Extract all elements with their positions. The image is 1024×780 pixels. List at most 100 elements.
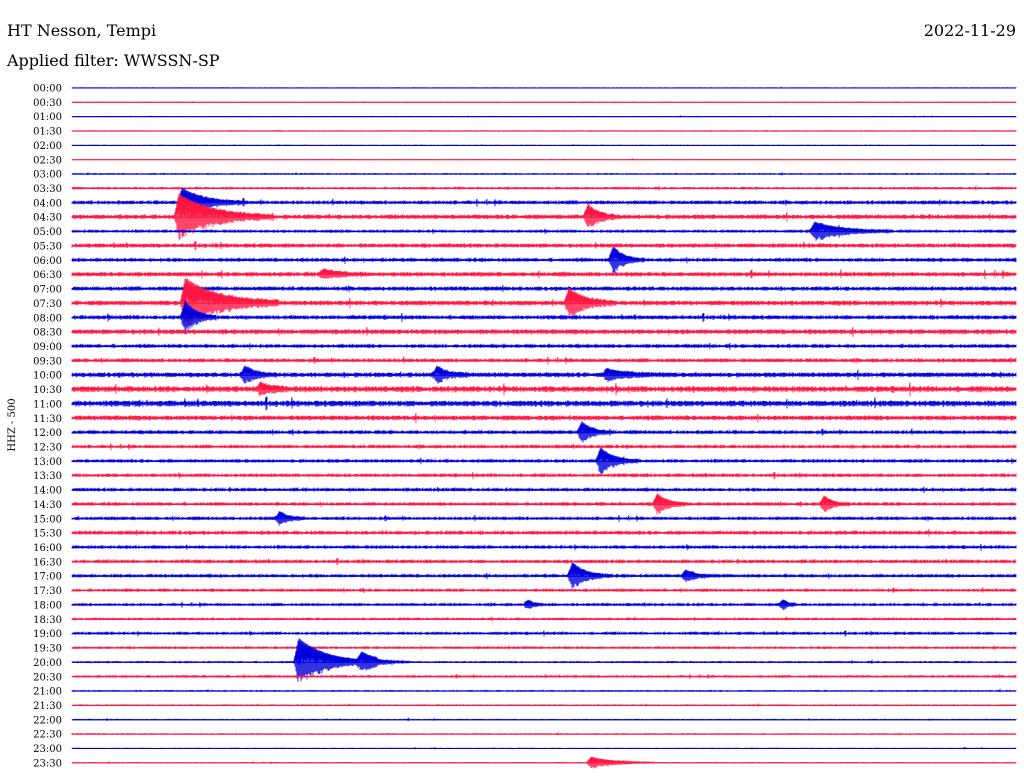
trace-line <box>71 396 1017 411</box>
trace-line <box>71 638 1017 682</box>
trace-line <box>71 115 1017 118</box>
trace-line <box>71 185 1017 191</box>
trace-line <box>71 246 1017 274</box>
time-tick-label: 18:00 <box>33 600 62 611</box>
time-tick-label: 18:30 <box>33 615 62 626</box>
time-tick-label: 09:30 <box>33 356 62 367</box>
time-tick-label: 06:30 <box>33 270 62 281</box>
trace-line <box>71 365 1017 384</box>
trace-group <box>71 86 1017 769</box>
time-tick-label: 19:30 <box>33 644 62 655</box>
trace-line <box>71 158 1017 161</box>
time-tick-label: 12:00 <box>33 428 62 439</box>
trace-line <box>71 562 1017 589</box>
time-tick-label: 13:30 <box>33 471 62 482</box>
time-tick-label: 19:00 <box>33 629 62 640</box>
trace-line <box>71 511 1017 526</box>
time-tick-label: 17:00 <box>33 572 62 583</box>
trace-line <box>71 447 1017 475</box>
trace-line <box>71 644 1017 651</box>
time-tick-label: 02:00 <box>33 141 62 152</box>
time-tick-label: 11:00 <box>33 399 62 410</box>
time-tick-label: 21:30 <box>33 701 62 712</box>
trace-line <box>71 100 1017 103</box>
time-tick-label: 00:30 <box>33 98 62 109</box>
time-tick-label: 07:30 <box>33 299 62 310</box>
trace-line <box>71 443 1017 451</box>
trace-line <box>71 278 1017 326</box>
time-tick-label: 04:00 <box>33 198 62 209</box>
trace-line <box>71 267 1017 280</box>
time-tick-group: 00:00 00:30 01:00 01:30 02:00 02:30 03:00 03:30… <box>33 84 62 770</box>
trace-line <box>71 143 1017 147</box>
time-tick-label: 16:30 <box>33 557 62 568</box>
record-date: 2022-11-29 <box>923 21 1016 40</box>
trace-line <box>71 673 1017 680</box>
trace-line <box>71 688 1017 693</box>
time-tick-label: 22:00 <box>33 715 62 726</box>
time-tick-label: 05:00 <box>33 227 62 238</box>
trace-line <box>71 171 1017 176</box>
time-tick-label: 07:00 <box>33 285 62 296</box>
trace-line <box>71 587 1017 594</box>
trace-line <box>71 129 1017 132</box>
time-tick-label: 06:00 <box>33 256 62 267</box>
trace-line <box>71 558 1017 566</box>
time-tick-label: 05:30 <box>33 241 62 252</box>
trace-line <box>71 420 1017 443</box>
time-tick-label: 12:30 <box>33 443 62 454</box>
time-tick-label: 01:00 <box>33 112 62 123</box>
station-title: HT Nesson, Tempi <box>7 21 157 40</box>
time-tick-label: 03:30 <box>33 184 62 195</box>
trace-line <box>71 241 1017 251</box>
trace-line <box>71 493 1017 515</box>
time-tick-label: 10:00 <box>33 371 62 382</box>
trace-line <box>71 746 1017 750</box>
time-tick-label: 20:30 <box>33 672 62 683</box>
trace-line <box>71 529 1017 537</box>
time-tick-label: 23:30 <box>33 758 62 769</box>
time-tick-label: 09:00 <box>33 342 62 353</box>
trace-line <box>71 630 1017 637</box>
time-tick-label: 21:00 <box>33 687 62 698</box>
time-tick-label: 14:00 <box>33 486 62 497</box>
time-tick-label: 10:30 <box>33 385 62 396</box>
trace-line <box>71 413 1017 424</box>
trace-line <box>71 702 1017 707</box>
trace-line <box>71 86 1017 89</box>
time-tick-label: 22:30 <box>33 730 62 741</box>
time-tick-label: 14:30 <box>33 500 62 511</box>
time-tick-label: 08:30 <box>33 328 62 339</box>
trace-line <box>71 285 1017 293</box>
trace-line <box>71 300 1017 335</box>
trace-line <box>71 471 1017 480</box>
trace-line <box>71 326 1017 337</box>
time-tick-label: 01:30 <box>33 127 62 138</box>
time-tick-label: 23:00 <box>33 744 62 755</box>
time-tick-label: 13:00 <box>33 457 62 468</box>
trace-line <box>71 356 1017 365</box>
time-tick-label: 20:00 <box>33 658 62 669</box>
time-tick-label: 15:30 <box>33 529 62 540</box>
time-tick-label: 04:30 <box>33 213 62 224</box>
time-tick-label: 15:00 <box>33 514 62 525</box>
trace-line <box>71 381 1017 397</box>
trace-line <box>71 717 1017 722</box>
trace-line <box>71 221 1017 241</box>
trace-line <box>71 543 1017 551</box>
time-tick-label: 11:30 <box>33 414 62 425</box>
trace-line <box>71 599 1017 611</box>
time-tick-label: 00:00 <box>33 84 62 95</box>
trace-line <box>71 756 1017 769</box>
time-tick-label: 16:00 <box>33 543 62 554</box>
trace-line <box>71 615 1017 622</box>
filter-label: Applied filter: WWSSN-SP <box>7 51 220 70</box>
trace-line <box>71 188 1017 217</box>
trace-line <box>71 486 1017 494</box>
trace-line <box>71 193 1017 240</box>
time-tick-label: 02:30 <box>33 155 62 166</box>
trace-line <box>71 342 1017 350</box>
trace-line <box>71 731 1017 736</box>
channel-label: HHZ - 500 <box>7 398 18 451</box>
